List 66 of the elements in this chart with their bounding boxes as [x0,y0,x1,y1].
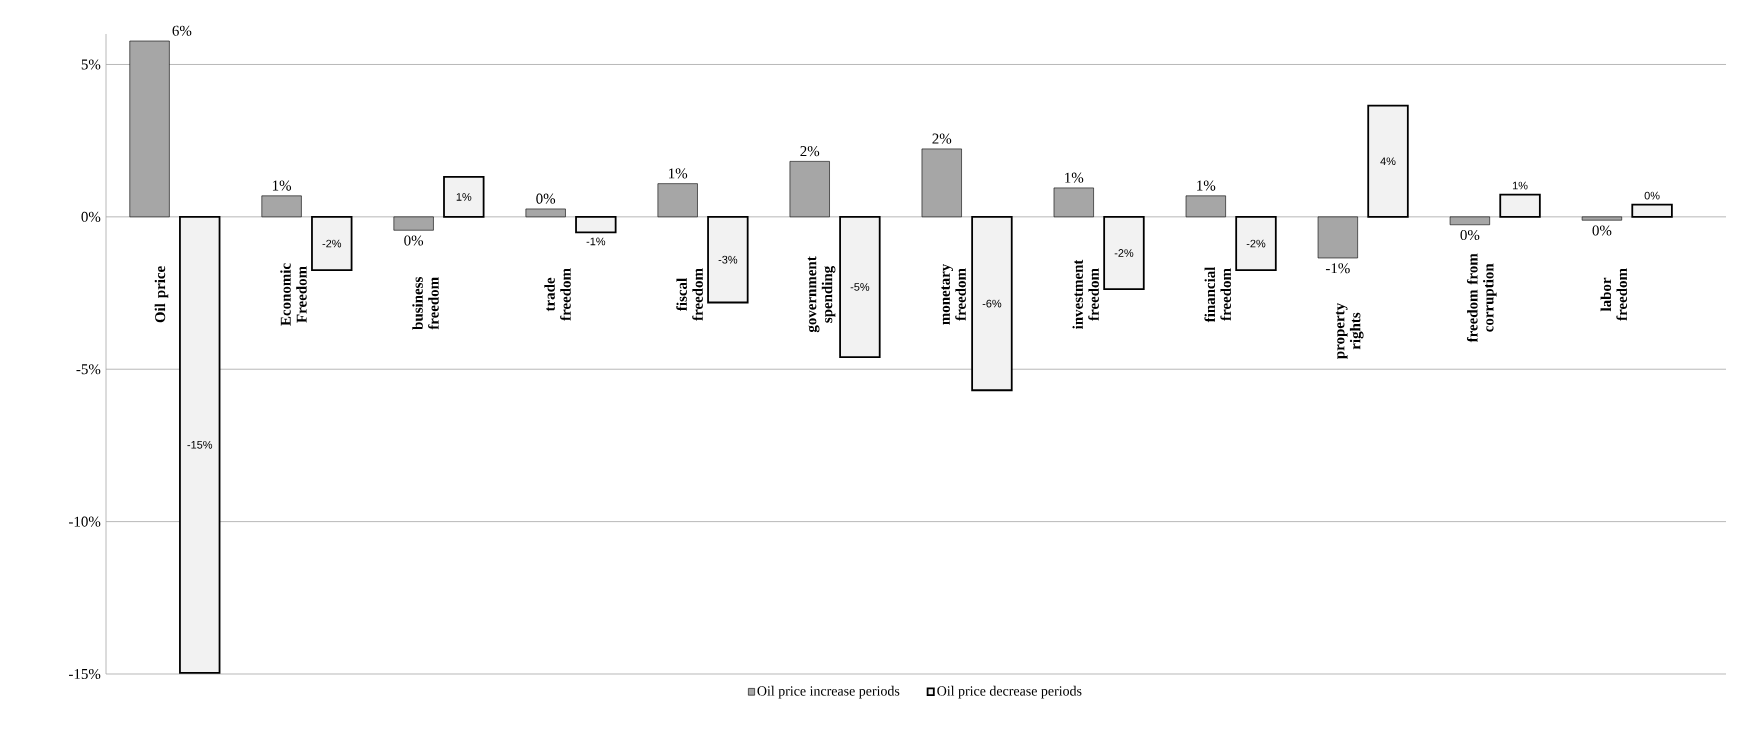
y-tick-label: 0% [81,211,101,222]
bar [261,195,302,218]
bar [839,215,881,358]
y-tick-label: -10% [69,516,101,527]
legend-label: Oil price decrease periods [937,685,1082,699]
data-label: 0% [536,193,556,204]
bar [443,176,485,218]
data-label: -6% [982,299,1002,308]
bar [393,216,434,231]
x-tick-label: trade freedom [544,268,571,321]
data-label: -15% [187,440,213,449]
data-label: 2% [800,146,820,157]
bar [971,215,1013,392]
bar [575,215,617,234]
data-label: 0% [1644,191,1660,200]
bar [1103,215,1145,290]
x-tick-label: property rights [1335,303,1364,359]
bar [1235,215,1277,272]
bar [1499,193,1541,218]
bar [1581,216,1623,221]
data-label: 0% [1460,229,1480,241]
bar [1053,187,1094,218]
bar [525,208,566,218]
data-label: 6% [172,25,192,36]
data-label: -2% [1246,239,1266,248]
data-label: 2% [932,133,952,144]
data-label: 0% [1592,225,1612,236]
data-label: -1% [586,237,606,246]
bar [1185,195,1226,218]
data-label: -2% [1114,249,1134,257]
y-tick-label: 5% [81,59,101,70]
data-label: 1% [1065,172,1084,183]
x-tick-label: freedom from corruption [1466,253,1497,343]
bar [657,183,698,218]
bar [921,148,962,218]
y-tick-label: -15% [69,668,101,680]
data-label: 1% [272,180,292,191]
data-label: -3% [718,255,738,264]
data-label: 4% [1380,157,1396,166]
data-label: 0% [404,235,424,246]
x-tick-label: financial freedom [1204,266,1231,323]
y-tick-label: -5% [76,364,101,375]
data-label: -1% [1325,263,1350,274]
x-tick-label: business freedom [412,277,439,330]
x-tick-label: investment freedom [1072,259,1099,329]
data-label: 1% [669,168,688,179]
x-tick-label: monetary freedom [941,263,966,325]
bar [179,215,221,674]
x-tick-label: fiscal freedom [676,268,703,321]
data-label: -2% [322,239,342,248]
data-label: 1% [456,193,472,201]
x-tick-label: labor freedom [1600,268,1628,321]
x-tick-label: government spending [807,256,836,333]
legend-label: Oil price increase periods [757,685,900,699]
data-label: -5% [850,283,870,291]
x-tick-label: Oil price [154,266,169,323]
bar [707,215,749,304]
bar [311,215,353,272]
bar [1631,203,1673,218]
bar [1317,216,1358,259]
bar [789,161,830,218]
bar [1367,104,1409,218]
data-label: 1% [1512,181,1528,190]
x-tick-label: Economic Freedom [280,263,307,326]
data-label: 1% [1197,180,1216,191]
bar [1449,216,1490,226]
